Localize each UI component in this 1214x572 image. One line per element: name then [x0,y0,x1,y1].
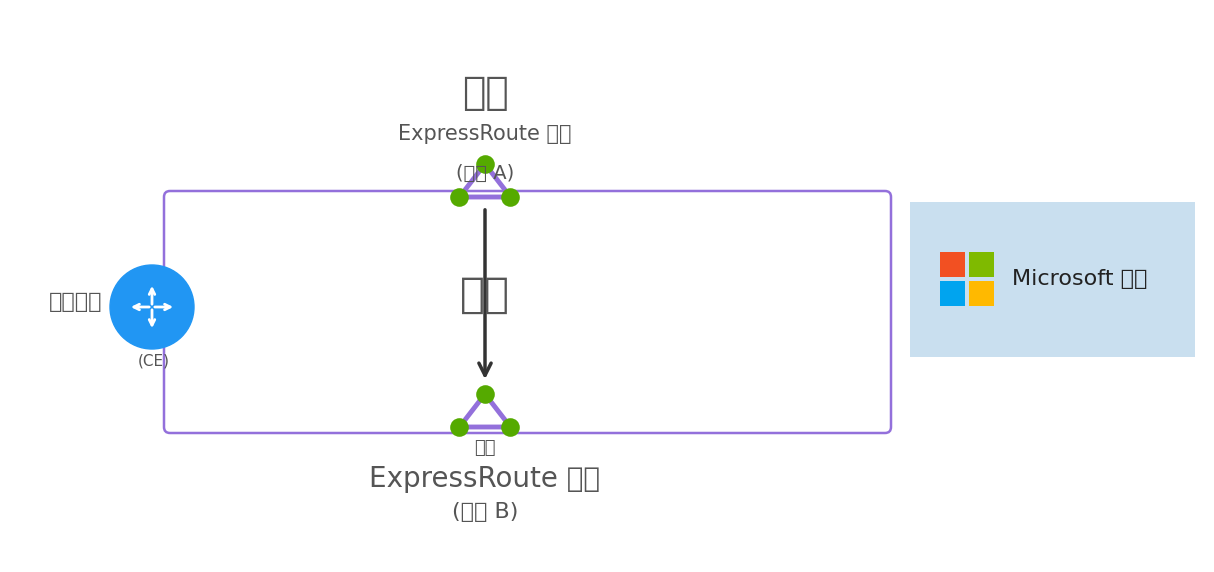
Text: 现有: 现有 [461,74,509,112]
Point [476,390,495,399]
Text: 新建: 新建 [475,439,495,457]
Text: (线路 A): (线路 A) [456,164,514,183]
Text: Microsoft 网络: Microsoft 网络 [1012,269,1147,289]
Text: (线路 B): (线路 B) [452,502,518,522]
Text: ExpressRoute 线路: ExpressRoute 线路 [398,124,572,144]
Bar [969,281,994,307]
Bar [940,281,965,307]
Point [450,423,470,432]
Point [476,160,495,169]
Point [450,192,470,201]
Text: (CE): (CE) [138,354,170,369]
Bar [940,252,965,277]
Point [501,192,521,201]
Circle shape [110,265,194,349]
Text: ExpressRoute 线路: ExpressRoute 线路 [369,465,601,493]
Point [501,423,521,432]
FancyBboxPatch shape [910,202,1195,357]
Text: 迁移: 迁移 [460,273,510,316]
Bar [969,252,994,277]
Text: 客户边缘: 客户边缘 [49,292,102,312]
